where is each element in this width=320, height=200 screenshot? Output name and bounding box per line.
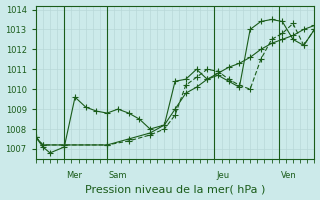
Text: Mer: Mer <box>66 171 82 180</box>
Text: Ven: Ven <box>281 171 296 180</box>
Text: Jeu: Jeu <box>216 171 229 180</box>
X-axis label: Pression niveau de la mer( hPa ): Pression niveau de la mer( hPa ) <box>85 184 265 194</box>
Text: Sam: Sam <box>109 171 127 180</box>
